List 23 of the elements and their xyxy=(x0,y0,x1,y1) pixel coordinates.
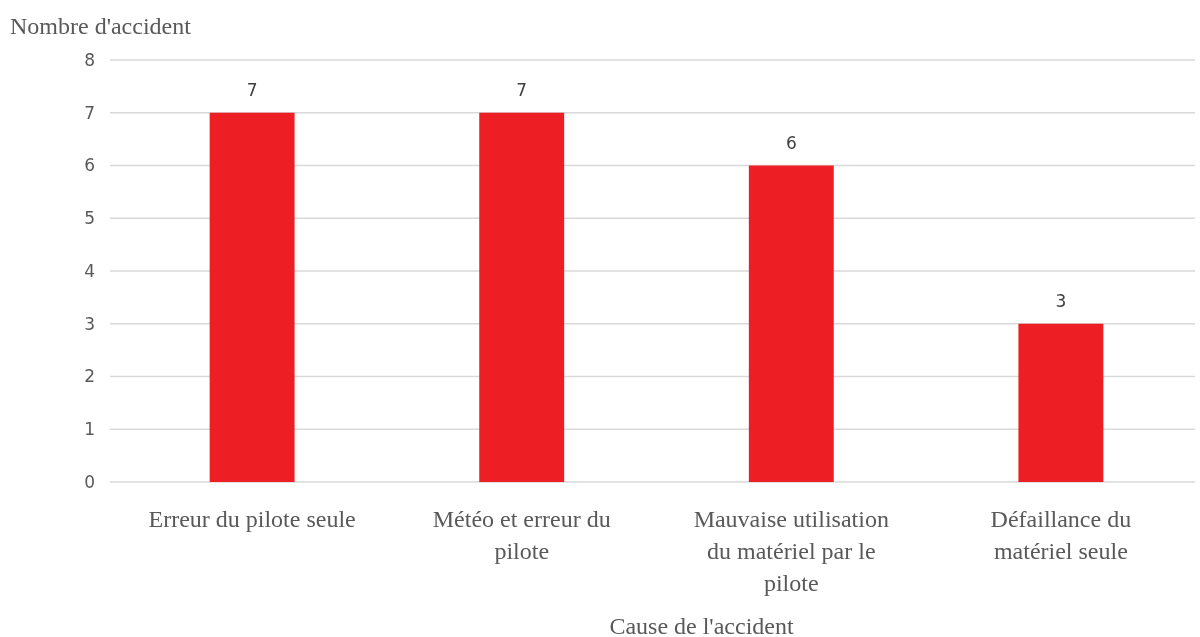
y-tick-label: 2 xyxy=(84,366,95,387)
x-tick-label: Mauvaise utilisation du matériel par le pilote xyxy=(693,506,889,596)
y-axis-title: Nombre d'accident xyxy=(10,13,192,39)
bar xyxy=(209,112,295,482)
y-tick-label: 7 xyxy=(84,102,95,123)
y-tick-label: 1 xyxy=(84,419,95,440)
y-tick-label: 4 xyxy=(84,260,95,281)
y-tick-label: 6 xyxy=(84,155,95,176)
x-tick-label: Défaillance du matériel seule xyxy=(990,506,1132,564)
y-tick-label: 5 xyxy=(84,208,95,229)
x-axis-title: Cause de l'accident xyxy=(609,613,794,637)
data-label: 7 xyxy=(246,79,258,100)
x-tick-label: Météo et erreur du pilote xyxy=(432,506,611,564)
data-label: 3 xyxy=(1055,290,1067,311)
bar xyxy=(479,112,565,482)
y-tick-label: 0 xyxy=(84,471,95,492)
x-tick-label: Erreur du pilote seule xyxy=(148,506,356,532)
y-tick-label: 3 xyxy=(84,313,95,334)
data-label: 6 xyxy=(785,132,797,153)
bar xyxy=(748,165,834,482)
y-tick-label: 8 xyxy=(84,49,95,70)
bar xyxy=(1018,323,1104,482)
data-label: 7 xyxy=(516,79,528,100)
